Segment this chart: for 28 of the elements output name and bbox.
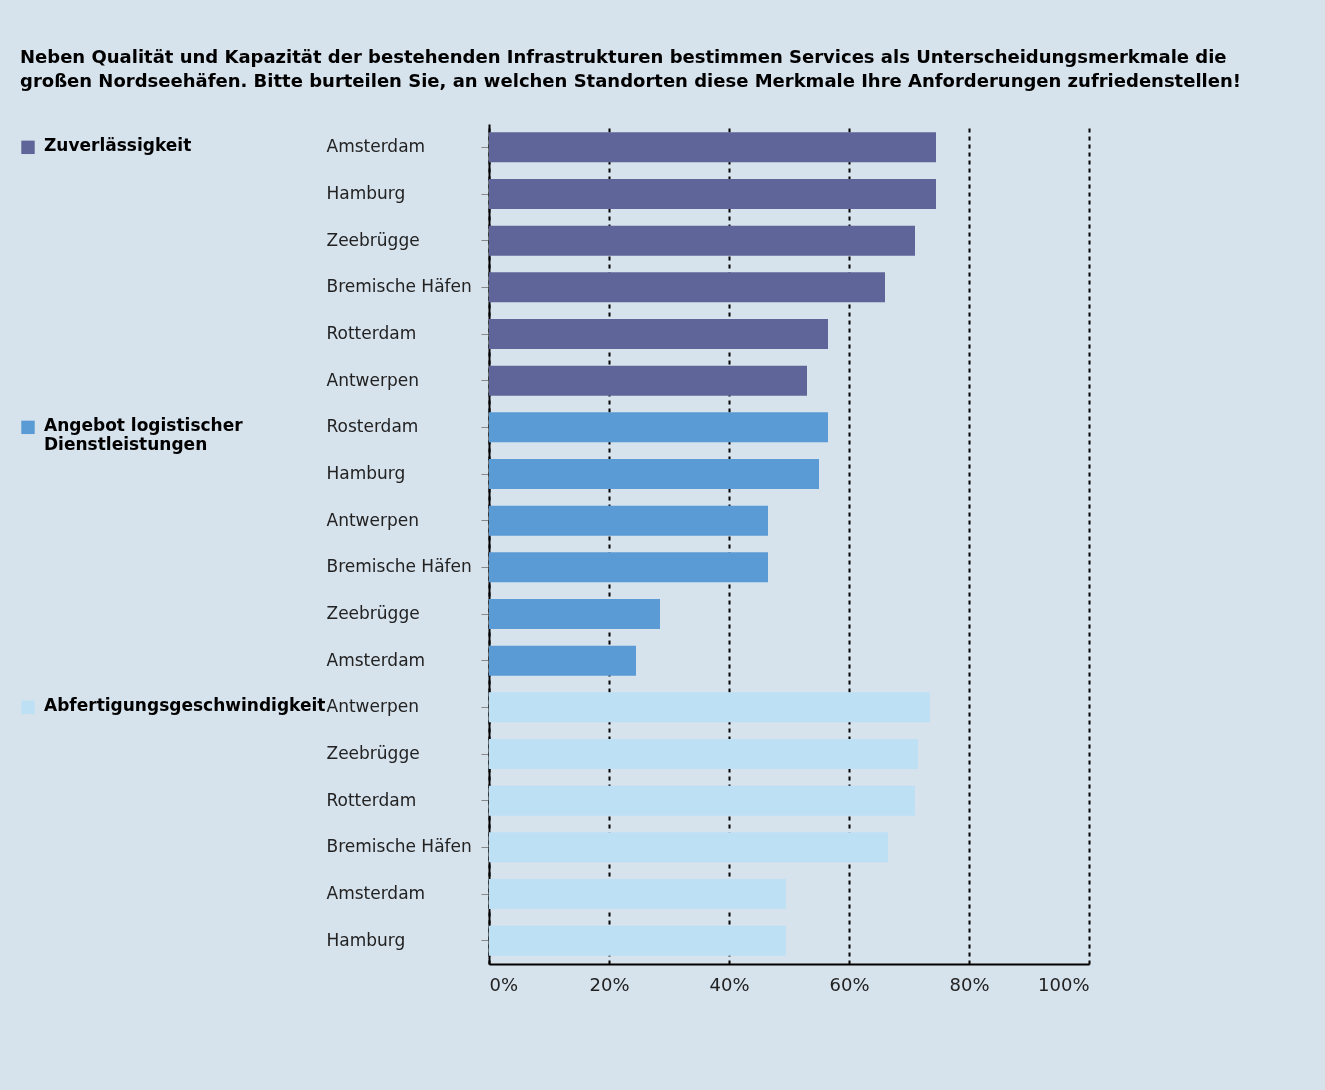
- y-tick-label: Hamburg: [326, 462, 406, 483]
- legend-label: Zuverlässigkeit: [44, 134, 192, 155]
- y-tick-label: Bremische Häfen: [326, 555, 472, 576]
- x-tick-label: 40%: [709, 973, 750, 995]
- y-tick-label: Hamburg: [326, 929, 406, 950]
- y-tick-label: Amsterdam: [326, 135, 426, 156]
- y-tick-label: Rotterdam: [326, 789, 417, 810]
- y-tick-label: Zeebrügge: [326, 742, 420, 763]
- legend-label: Angebot logistischer Dienstleistungen: [44, 414, 244, 454]
- x-tick-label: 80%: [949, 973, 990, 995]
- y-tick-label: Zeebrügge: [326, 229, 420, 250]
- y-tick-label: Zeebrügge: [326, 602, 420, 623]
- x-tick-label: 60%: [829, 973, 870, 995]
- y-tick-label: Bremische Häfen: [326, 275, 472, 296]
- y-tick-label: Amsterdam: [326, 882, 426, 903]
- x-tick-label: 100%: [1038, 973, 1090, 995]
- y-tick-label: Antwerpen: [326, 509, 419, 530]
- y-tick-label: Rotterdam: [326, 322, 417, 343]
- y-tick-label: Amsterdam: [326, 649, 426, 670]
- y-tick-label: Antwerpen: [326, 369, 419, 390]
- legend-label: Abfertigungsgeschwindigkeit: [44, 694, 326, 715]
- y-tick-label: Hamburg: [326, 182, 406, 203]
- chart-title: Neben Qualität und Kapazität der bestehenden Infrastrukturen bestimmen Services als Unterscheidungsmerkmale die großen Nordseehäfen. Bitte burteilen Sie, an welchen Standorten diese Merkmale Ihre Anforderungen zufriedenstellen!: [19, 45, 1242, 94]
- y-tick-label: Rosterdam: [326, 415, 419, 436]
- y-tick-label: Bremische Häfen: [326, 835, 472, 856]
- x-tick-label: 0%: [489, 973, 519, 995]
- x-tick-label: 20%: [589, 973, 630, 995]
- y-tick-label: Antwerpen: [326, 695, 419, 716]
